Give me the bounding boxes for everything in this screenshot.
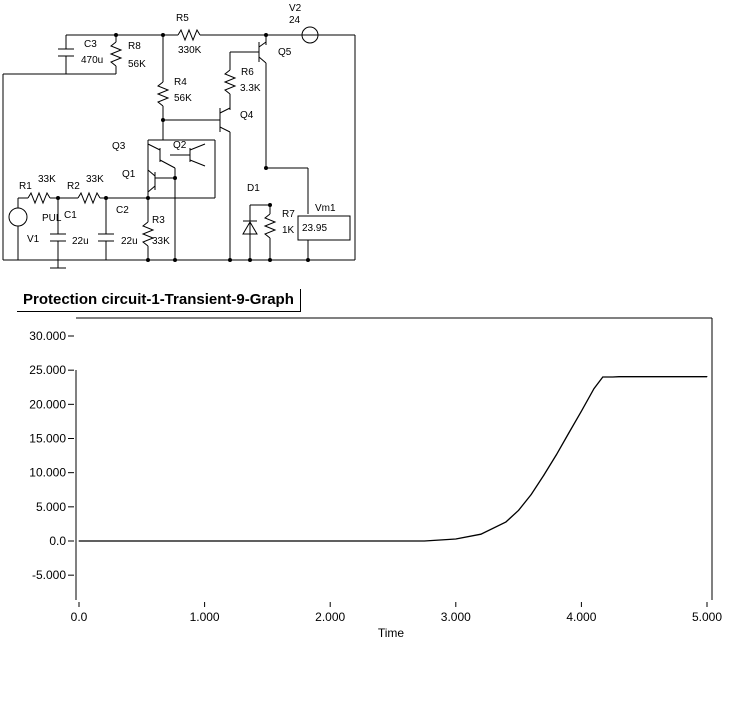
voltmeter-box [297, 215, 351, 241]
label-c2-value: 22u [121, 236, 138, 247]
label-v2: V2 [289, 3, 302, 14]
label-r4: R4 [174, 77, 187, 88]
x-tick-label: 1.000 [190, 610, 220, 624]
label-r1: R1 [19, 181, 32, 192]
label-r6: R6 [241, 67, 254, 78]
label-r8: R8 [128, 41, 141, 52]
label-r2-value: 33K [86, 174, 104, 185]
label-c2: C2 [116, 205, 129, 216]
x-tick-label: 0.0 [71, 610, 88, 624]
label-r5-value: 330K [178, 45, 202, 56]
label-c3: C3 [84, 39, 97, 50]
data-point [593, 388, 595, 390]
y-tick-label: 0.0 [49, 534, 66, 548]
label-r4-value: 56K [174, 93, 192, 104]
y-tick-label: 5.000 [36, 500, 66, 514]
label-c3-value: 470u [81, 55, 103, 66]
label-r1-value: 33K [38, 174, 56, 185]
label-r5: R5 [176, 13, 189, 24]
label-q3: Q3 [112, 141, 126, 152]
data-point [480, 533, 482, 535]
label-r3-value: 33K [152, 236, 170, 247]
series-line [79, 376, 707, 542]
data-point [706, 376, 708, 378]
label-c1-value: 22u [72, 236, 89, 247]
x-tick-label: 5.000 [692, 610, 722, 624]
label-pul: PUL [42, 213, 62, 224]
voltmeter-reading: 23.95 [302, 223, 327, 234]
data-point [530, 494, 532, 496]
label-q5: Q5 [278, 47, 292, 58]
label-q2: Q2 [173, 140, 187, 151]
data-point [580, 410, 582, 412]
label-q1: Q1 [122, 169, 136, 180]
graph-title: Protection circuit-1-Transient-9-Graph [17, 289, 301, 312]
label-v2-value: 24 [289, 15, 301, 26]
x-tick-label: 4.000 [566, 610, 596, 624]
label-r6-value: 3.3K [240, 83, 261, 94]
label-r7: R7 [282, 209, 295, 220]
y-tick-label: -5.000 [32, 568, 66, 582]
label-v1: V1 [27, 234, 40, 245]
label-r8-value: 56K [128, 59, 146, 70]
circuit-schematic: R5 330K V2 24 C3 470u R8 56K Q5 R6 3.3K … [2, 3, 356, 269]
label-r3: R3 [152, 215, 165, 226]
y-tick-label: 15.000 [29, 432, 66, 446]
data-point [518, 509, 520, 511]
y-tick-label: 10.000 [29, 466, 66, 480]
data-point [78, 540, 80, 542]
x-axis-label: Time [378, 626, 405, 640]
label-d1: D1 [247, 183, 260, 194]
label-q4: Q4 [240, 110, 254, 121]
label-vm1: Vm1 [315, 203, 336, 214]
data-point [505, 521, 507, 523]
y-tick-label: 25.000 [29, 363, 66, 377]
y-tick-label: 30.000 [29, 329, 66, 343]
label-r7-value: 1K [282, 225, 295, 236]
x-tick-label: 3.000 [441, 610, 471, 624]
x-tick-label: 2.000 [315, 610, 345, 624]
label-c1: C1 [64, 210, 77, 221]
y-tick-label: 20.000 [29, 397, 66, 411]
data-point [543, 474, 545, 476]
data-point [602, 376, 604, 378]
data-point [568, 432, 570, 434]
data-point [612, 376, 614, 378]
data-point [555, 454, 557, 456]
data-point [455, 538, 457, 540]
data-point [618, 376, 620, 378]
label-r2: R2 [67, 181, 80, 192]
data-point [423, 540, 425, 542]
